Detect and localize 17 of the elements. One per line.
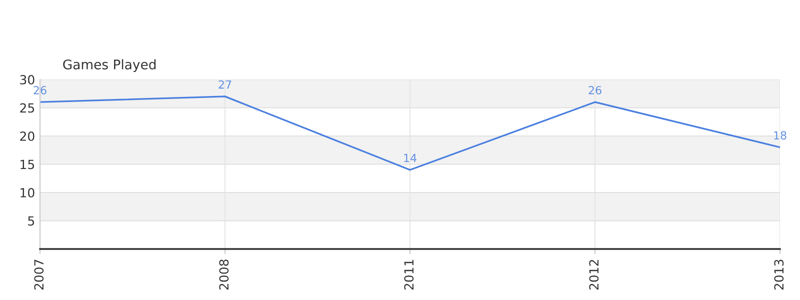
data-label: 26 [34,86,46,94]
chart-title: Games Played [63,59,156,72]
data-label: 18 [774,131,786,140]
y-tick-label: 5 [28,216,34,226]
y-tick-label: 30 [20,74,34,84]
y-tick-label: 15 [20,160,34,170]
x-tick-label: 2011 [404,260,414,290]
data-label: 14 [404,154,416,162]
x-tick-label: 2007 [34,260,44,290]
y-tick-label: 20 [20,131,34,141]
x-tick-label: 2013 [774,260,784,290]
data-label: 27 [218,80,232,89]
y-tick-label: 25 [20,103,34,113]
x-tick-label: 2012 [589,260,599,290]
data-label: 26 [588,86,602,94]
y-tick-label: 10 [20,188,34,198]
x-tick-label: 2008 [219,260,229,290]
